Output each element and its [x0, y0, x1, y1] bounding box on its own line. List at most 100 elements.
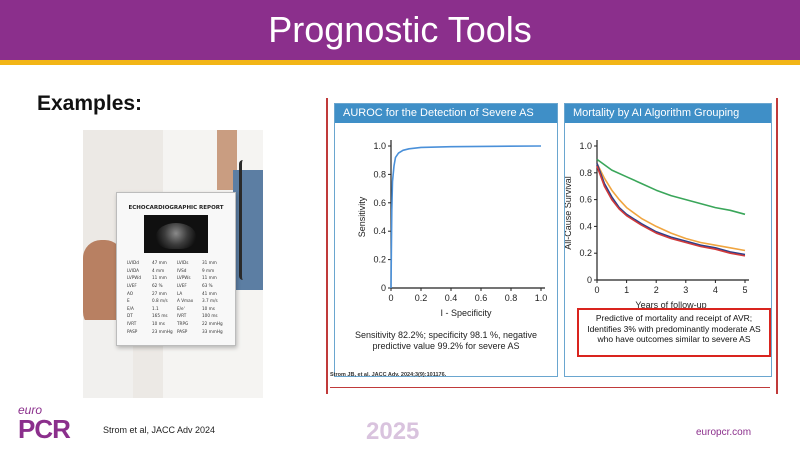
x-axis-label: Years of follow-up — [635, 300, 706, 310]
logo-pcr-text: PCR — [18, 414, 71, 444]
measurement-cell: 4 mm — [152, 267, 165, 273]
x-tick-label: 4 — [713, 285, 718, 295]
measurement-cell: 47 mm — [152, 260, 167, 266]
y-tick-label: 0.8 — [373, 169, 386, 179]
measurement-row: DT 165 ms IVRT 100 ms — [127, 312, 227, 320]
series-line — [596, 158, 746, 216]
measurement-cell: 27 mm — [152, 290, 167, 296]
series-line — [596, 163, 746, 256]
highlight-box: Predictive of mortality and receipt of A… — [577, 308, 771, 357]
y-tick-label: 0.4 — [373, 226, 386, 236]
europcr-logo: euro PCR — [18, 403, 71, 444]
measurement-cell: E/A — [127, 305, 134, 311]
measurement-cell: 22 mmHg — [202, 321, 223, 327]
series-line — [596, 163, 746, 252]
measurement-cell: IVRT — [127, 321, 137, 327]
highlight-line2: Identifies 3% with predominantly moderat… — [587, 323, 761, 334]
x-tick-label: 3 — [683, 285, 688, 295]
series-line — [390, 145, 542, 289]
figure-citation: Strom JB, et al. JACC Adv. 2024;3(9):101… — [330, 372, 447, 378]
measurement-cell: E — [127, 298, 130, 304]
highlight-line1: Predictive of mortality and receipt of A… — [595, 313, 753, 323]
survival-chart: 0 0.2 0.4 0.6 0.8 1.0 0 1 2 3 4 5 Years of follow-up… — [565, 140, 749, 310]
measurement-row: E/A 1.1 E/e' 10 ms — [127, 305, 227, 313]
echo-report-sheet: ECHOCARDIOGRAPHIC REPORT LVIDd 47 mm LVIDs… — [116, 192, 236, 346]
measurement-cell: 10 ms — [152, 321, 165, 327]
measurement-cell: TRPG — [177, 321, 189, 327]
x-tick-label: 0.2 — [415, 293, 428, 303]
measurement-cell: LVIDs — [177, 260, 189, 266]
measurement-row: LVIDA 4 mm IVSd 9 mm — [127, 267, 227, 275]
auroc-panel-header: AUROC for the Detection of Severe AS — [335, 104, 557, 123]
slide-title: Prognostic Tools — [268, 9, 532, 50]
measurement-row: LVPWd 11 mm LVPWs 11 mm — [127, 274, 227, 282]
measurement-cell: LVIDA — [127, 267, 139, 273]
auroc-caption-line2: predictive value 99.2% for severe AS — [372, 341, 520, 351]
title-bar — [0, 0, 800, 60]
y-tick-label: 1.0 — [579, 141, 592, 151]
x-axis-label: I - Specificity — [440, 308, 492, 318]
measurement-cell: 63 % — [202, 283, 213, 289]
measurement-cell: DT — [127, 313, 133, 319]
examples-heading: Examples: — [37, 92, 143, 115]
measurement-cell: 11 mm — [202, 275, 217, 281]
y-tick-label: 1.0 — [373, 141, 386, 151]
x-tick-label: 1.0 — [535, 293, 548, 303]
measurement-row: PASP 23 mmHg PASP 33 mmHg — [127, 327, 227, 335]
measurement-cell: 165 ms — [152, 313, 168, 319]
measurement-table: LVIDd 47 mm LVIDs 31 mm LVIDA 4 mm IVSd 9 mm LVP… — [127, 259, 227, 335]
x-tick-label: 0.6 — [475, 293, 488, 303]
title-bar-accent — [0, 60, 800, 65]
figure-bottom-border — [330, 387, 770, 388]
auroc-caption: Sensitivity 82.2%; specificity 98.1 %, n… — [339, 330, 553, 352]
report-title: ECHOCARDIOGRAPHIC REPORT — [128, 205, 224, 211]
x-tick-label: 2 — [654, 285, 659, 295]
measurement-cell: 23 mmHg — [152, 328, 173, 334]
mortality-panel-header: Mortality by AI Algorithm Grouping — [565, 104, 771, 123]
auroc-chart: 0 0.2 0.4 0.6 0.8 1.0 0 0.2 0.4 0.6 0.8 1.0 I - Spec… — [357, 140, 548, 318]
y-tick-label: 0.6 — [579, 195, 592, 205]
measurement-row: E 0.8 m/s A Vmax 3.7 m/s — [127, 297, 227, 305]
y-axis-label: Sensitivity — [357, 196, 367, 237]
neck — [217, 130, 237, 190]
echo-image — [144, 215, 208, 253]
tie — [233, 170, 263, 290]
echo-fan — [156, 223, 196, 249]
measurement-cell: 9 mm — [202, 267, 215, 273]
measurement-cell: 41 mm — [202, 290, 217, 296]
x-tick-label: 0 — [388, 293, 393, 303]
auroc-panel: AUROC for the Detection of Severe AS 0 0.… — [334, 103, 558, 377]
measurement-row: LVIDd 47 mm LVIDs 31 mm — [127, 259, 227, 267]
x-tick-label: 1 — [624, 285, 629, 295]
measurement-cell: 31 mm — [202, 260, 217, 266]
journal-figure: AUROC for the Detection of Severe AS 0 0.… — [326, 98, 778, 394]
measurement-row: AO 27 mm LA 41 mm — [127, 289, 227, 297]
mortality-panel: Mortality by AI Algorithm Grouping 0 0.2 0… — [564, 103, 772, 377]
y-tick-label: 0.8 — [579, 168, 592, 178]
measurement-cell: 0.8 m/s — [152, 298, 168, 304]
footer-year: 2025 — [366, 418, 420, 445]
footer-reference: Strom et al, JACC Adv 2024 — [103, 425, 216, 435]
measurement-cell: PASP — [127, 328, 138, 334]
measurement-cell: 3.7 m/s — [202, 298, 218, 304]
y-tick-label: 0.2 — [373, 255, 386, 265]
measurement-cell: LVPWd — [127, 275, 142, 281]
measurement-cell: E/e' — [177, 305, 185, 311]
measurement-cell: LVIDd — [127, 260, 139, 266]
logo-euro-text: euro — [18, 403, 43, 417]
measurement-row: LVEF 62 % LVEF 63 % — [127, 282, 227, 290]
y-tick-label: 0 — [587, 275, 592, 285]
measurement-cell: LVEF — [177, 283, 187, 289]
stethoscope-icon — [239, 160, 252, 280]
measurement-cell: LA — [177, 290, 183, 296]
measurement-cell: 11 mm — [152, 275, 167, 281]
series-line — [596, 165, 746, 257]
measurement-cell: 33 mmHg — [202, 328, 223, 334]
x-tick-label: 0 — [594, 285, 599, 295]
x-tick-label: 5 — [742, 285, 747, 295]
x-tick-label: 0.4 — [445, 293, 458, 303]
measurement-cell: 1.1 — [152, 305, 159, 311]
measurement-cell: A Vmax — [177, 298, 194, 304]
measurement-cell: IVSd — [177, 267, 187, 273]
footer-url: europcr.com — [696, 427, 752, 438]
